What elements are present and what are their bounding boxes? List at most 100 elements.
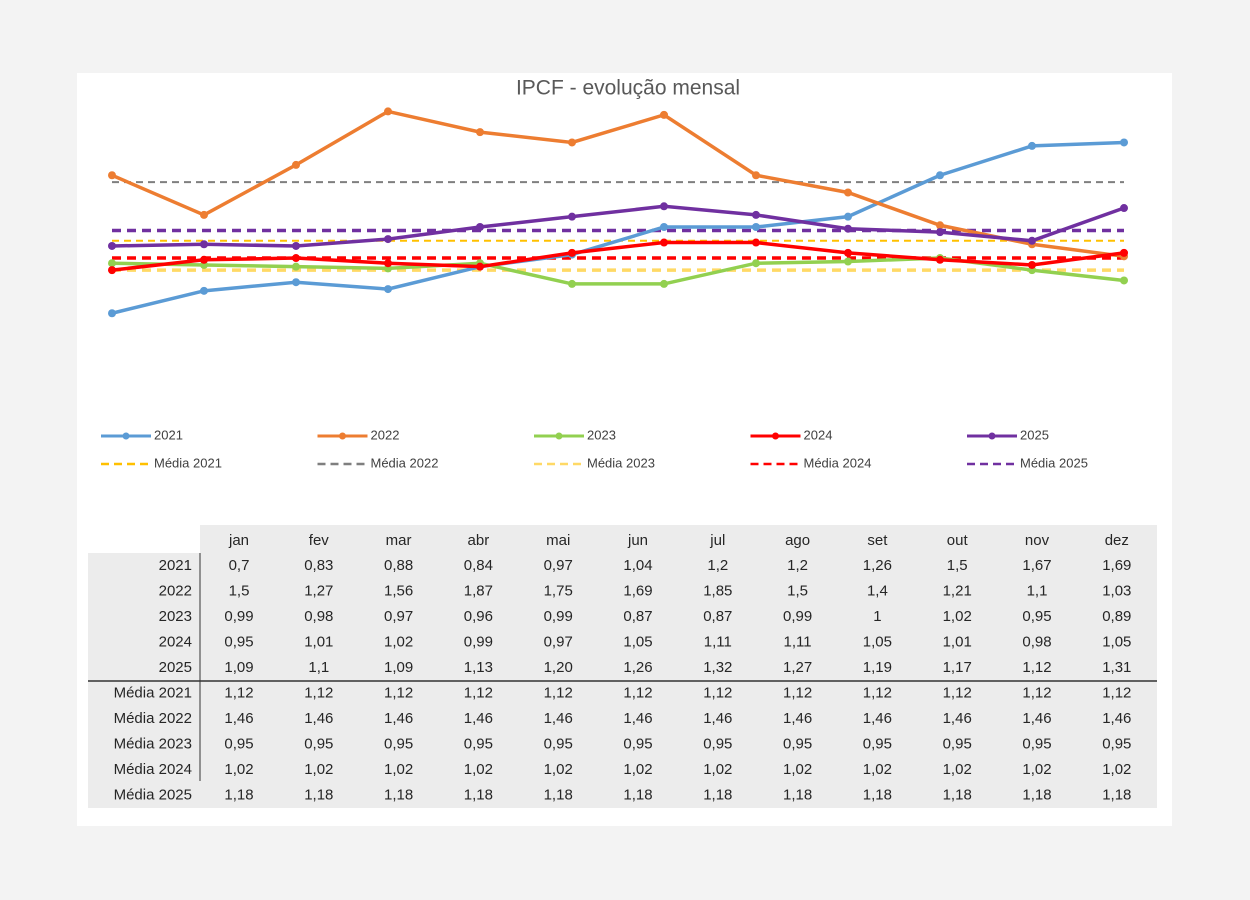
table-header: jun [627,532,648,549]
table-row-label: 2022 [159,582,192,599]
table-cell: 1,18 [623,786,652,803]
table-cell: 0,95 [464,735,493,752]
table-cell: 0,98 [304,608,333,625]
point [752,259,760,268]
point [844,188,852,197]
point [1120,276,1128,285]
table-cell: 1,17 [943,659,972,676]
table-cell: 1,46 [943,710,972,727]
table-cell: 1,09 [224,659,253,676]
table-cell: 1,02 [384,633,413,650]
table-cell: 0,95 [304,735,333,752]
point [108,241,116,250]
table-cell: 1,46 [384,710,413,727]
point [1120,204,1128,213]
legend-label: 2021 [154,427,183,442]
table-cell: 0,95 [224,735,253,752]
table-cell: 1 [873,608,881,625]
table-cell: 1,46 [623,710,652,727]
table-cell: 1,46 [1022,710,1051,727]
table-cell: 0,84 [464,557,493,574]
table-cell: 0,95 [1022,735,1051,752]
table-row-label: Média 2025 [114,786,192,803]
table-cell: 1,46 [304,710,333,727]
table-cell: 1,69 [1102,557,1131,574]
point [292,278,300,287]
table-cell: 1,12 [304,684,333,701]
table-cell: 1,12 [623,684,652,701]
table-cell: 1,4 [867,582,888,599]
table-cell: 1,01 [304,633,333,650]
table-cell: 1,26 [623,659,652,676]
table-cell: 0,7 [229,557,250,574]
table-row-label: Média 2023 [114,735,192,752]
point [1028,236,1036,245]
table-cell: 0,96 [464,608,493,625]
point [568,248,576,257]
table-cell: 1,56 [384,582,413,599]
table-cell: 1,12 [863,684,892,701]
table-row-label: 2024 [159,633,192,650]
table-row-label: 2025 [159,659,192,676]
table-cell: 1,12 [384,684,413,701]
legend-label: 2022 [371,427,400,442]
table-cell: 1,18 [224,786,253,803]
table-cell: 0,95 [544,735,573,752]
table-cell: 1,1 [308,659,329,676]
point [292,262,300,271]
table-header: out [947,532,969,549]
table-cell: 1,11 [704,633,732,650]
table-cell: 1,12 [224,684,253,701]
table-header: set [867,532,888,549]
table-cell: 1,12 [783,684,812,701]
legend-label: 2023 [587,427,616,442]
table-cell: 1,46 [703,710,732,727]
table-cell: 1,67 [1022,557,1051,574]
table-cell: 1,27 [304,582,333,599]
table-cell: 0,99 [464,633,493,650]
table-cell: 1,02 [943,761,972,778]
table-cell: 1,18 [544,786,573,803]
table-cell: 0,88 [384,557,413,574]
table-cell: 1,12 [943,684,972,701]
legend-label: Média 2023 [587,455,655,470]
table-cell: 1,02 [544,761,573,778]
table-cell: 1,18 [464,786,493,803]
table-header: ago [785,532,810,549]
legend-label: Média 2022 [371,455,439,470]
table-cell: 1,46 [544,710,573,727]
point [1120,248,1128,257]
table-cell: 1,05 [863,633,892,650]
table-cell: 0,95 [703,735,732,752]
table-cell: 1,46 [464,710,493,727]
table-cell: 1,5 [947,557,968,574]
table-cell: 1,27 [783,659,812,676]
point [384,259,392,268]
table-cell: 1,2 [707,557,728,574]
table-cell: 0,97 [384,608,413,625]
point [844,248,852,257]
point [384,235,392,244]
table-cell: 0,87 [703,608,732,625]
table-header: nov [1025,532,1050,549]
table-cell: 1,03 [1102,582,1131,599]
point [844,212,852,221]
table-cell: 1,12 [1102,684,1131,701]
table-cell: 1,87 [464,582,493,599]
table-cell: 1,18 [1022,786,1051,803]
table-cell: 0,95 [224,633,253,650]
table-cell: 0,98 [1022,633,1051,650]
table-header: jul [709,532,725,549]
point [752,171,760,180]
point [292,254,300,263]
table-cell: 0,99 [783,608,812,625]
point [752,223,760,231]
table-cell: 0,95 [1022,608,1051,625]
table-cell: 1,18 [1102,786,1131,803]
table-cell: 0,97 [544,557,573,574]
legend-marker [122,432,130,440]
table-cell: 0,99 [224,608,253,625]
legend-marker [339,432,346,440]
legend-label: 2025 [1020,427,1049,442]
